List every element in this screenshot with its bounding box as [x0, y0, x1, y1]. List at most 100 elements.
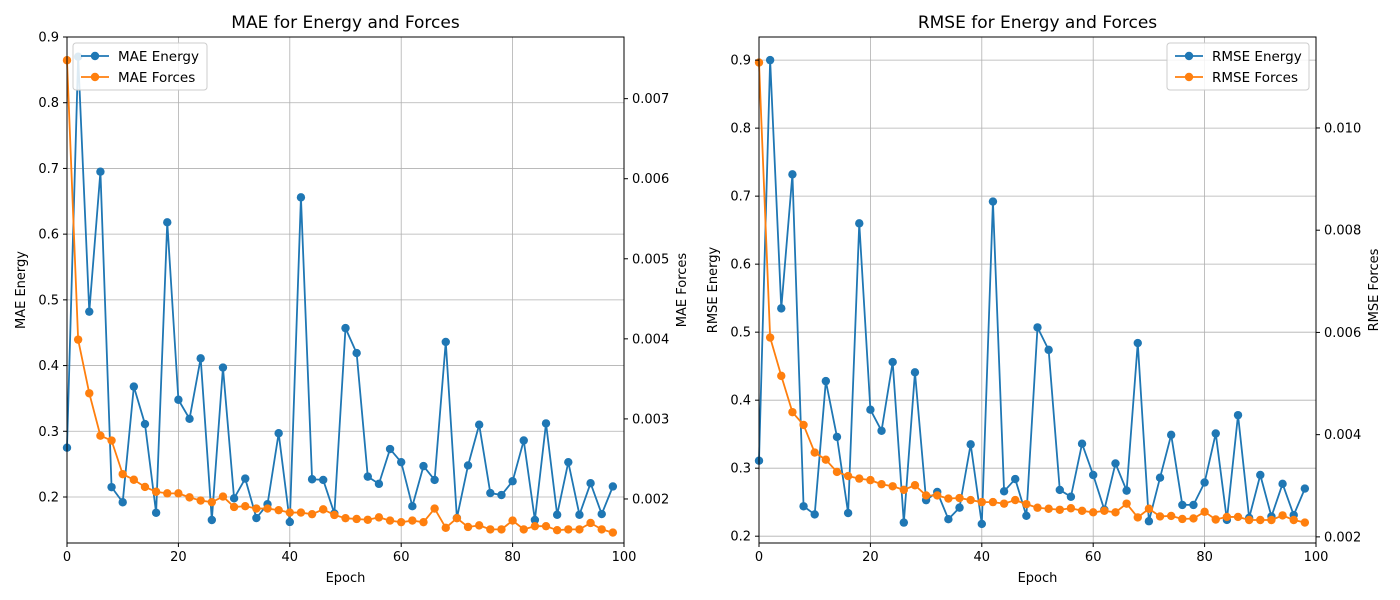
data-point [408, 502, 417, 511]
data-point [1211, 515, 1220, 524]
chart-title: RMSE for Energy and Forces [918, 13, 1157, 33]
data-point [229, 502, 239, 512]
data-point [999, 499, 1009, 508]
legend-box [72, 42, 208, 91]
data-point [832, 467, 842, 477]
data-point [163, 489, 172, 498]
chart-title: MAE for Energy and Forces [231, 13, 460, 33]
data-point [319, 505, 328, 514]
data-point [341, 323, 350, 333]
data-point [877, 480, 886, 489]
data-point [1155, 473, 1165, 482]
data-point [1066, 492, 1076, 501]
data-point [430, 475, 439, 485]
legend-item: RMSE Forces [1175, 70, 1298, 86]
data-point [307, 509, 317, 519]
y-tick-label: 0.3 [38, 425, 59, 440]
data-point [597, 509, 606, 519]
x-tick-label: 80 [1196, 550, 1213, 565]
plot-area [67, 37, 624, 543]
data-point [463, 461, 473, 470]
data-point [955, 493, 964, 503]
data-point [508, 516, 517, 525]
data-point [988, 497, 998, 507]
data-point [1300, 518, 1310, 527]
data-point [196, 354, 205, 363]
legend-label: MAE Forces [118, 70, 195, 86]
data-point [888, 482, 897, 491]
data-point [1077, 439, 1087, 448]
data-point [866, 405, 875, 414]
data-point [218, 363, 228, 372]
y-tick-label: 0.4 [730, 394, 751, 409]
data-point [140, 419, 150, 429]
data-point [1189, 500, 1198, 510]
legend-item: MAE Energy [81, 49, 199, 65]
data-point [397, 517, 406, 527]
data-point [855, 219, 864, 228]
data-point [1189, 514, 1198, 523]
data-point [1256, 470, 1265, 480]
data-point [1155, 512, 1165, 521]
y-tick-label: 0.006 [1324, 326, 1361, 341]
data-point [1022, 499, 1031, 509]
y-tick-label: 0.7 [38, 162, 59, 177]
y-axis-label-right: MAE Forces [675, 253, 690, 328]
y-tick-label: 0.6 [38, 228, 59, 243]
legend-item: MAE Forces [81, 70, 195, 86]
data-point [1166, 511, 1176, 521]
y-axis-label-right: RMSE Forces [1367, 248, 1382, 331]
data-point [586, 479, 595, 488]
data-point [463, 522, 473, 532]
data-point [218, 492, 228, 501]
data-point [1133, 338, 1142, 348]
data-point [374, 479, 384, 489]
y-tick-label: 0.004 [1324, 428, 1361, 443]
data-point [508, 477, 517, 486]
data-point [107, 436, 116, 445]
data-point [1066, 504, 1076, 513]
data-point [765, 55, 775, 65]
y-tick-label: 0.010 [1324, 121, 1361, 136]
y-axis-right: 0.002 0.004 0.006 0.008 0.010 RMSE Forces [1316, 121, 1382, 545]
y-axis-right: 0.002 0.003 0.004 0.005 0.006 0.007 MAE Forces [624, 92, 690, 507]
data-point [185, 493, 194, 502]
data-point [899, 485, 909, 495]
legend-swatch-marker [90, 72, 100, 82]
data-point [910, 368, 920, 377]
data-point [129, 382, 139, 391]
data-point [352, 348, 361, 358]
data-point [107, 482, 116, 492]
series-rmse-energy [754, 55, 1310, 529]
data-point [899, 518, 909, 527]
data-point [1122, 486, 1131, 495]
y-tick-label: 0.6 [730, 258, 751, 273]
data-point [1289, 515, 1298, 525]
data-point [408, 516, 417, 525]
data-point [1133, 513, 1142, 522]
legend-label: RMSE Forces [1212, 70, 1298, 86]
data-point [564, 525, 573, 534]
data-point [397, 457, 406, 467]
data-point [1144, 517, 1154, 526]
data-point [252, 513, 261, 523]
data-point [385, 444, 395, 454]
data-point [1044, 345, 1053, 355]
x-tick-label: 60 [393, 550, 410, 565]
data-point [430, 504, 439, 513]
data-point [955, 503, 964, 512]
legend-box [1166, 42, 1310, 91]
data-point [777, 304, 786, 313]
series-line [66, 55, 614, 523]
y-tick-label: 0.7 [730, 190, 751, 205]
y-tick-label: 0.4 [38, 359, 59, 374]
data-point [85, 307, 94, 316]
legend-swatch-marker [1184, 51, 1194, 61]
data-point [1044, 504, 1053, 513]
legend: RMSE Energy RMSE Forces [1166, 42, 1310, 91]
data-point [832, 432, 842, 442]
data-point [385, 516, 395, 525]
data-point [1178, 500, 1187, 510]
data-point [129, 475, 139, 484]
y-tick-label: 0.002 [1324, 530, 1361, 545]
